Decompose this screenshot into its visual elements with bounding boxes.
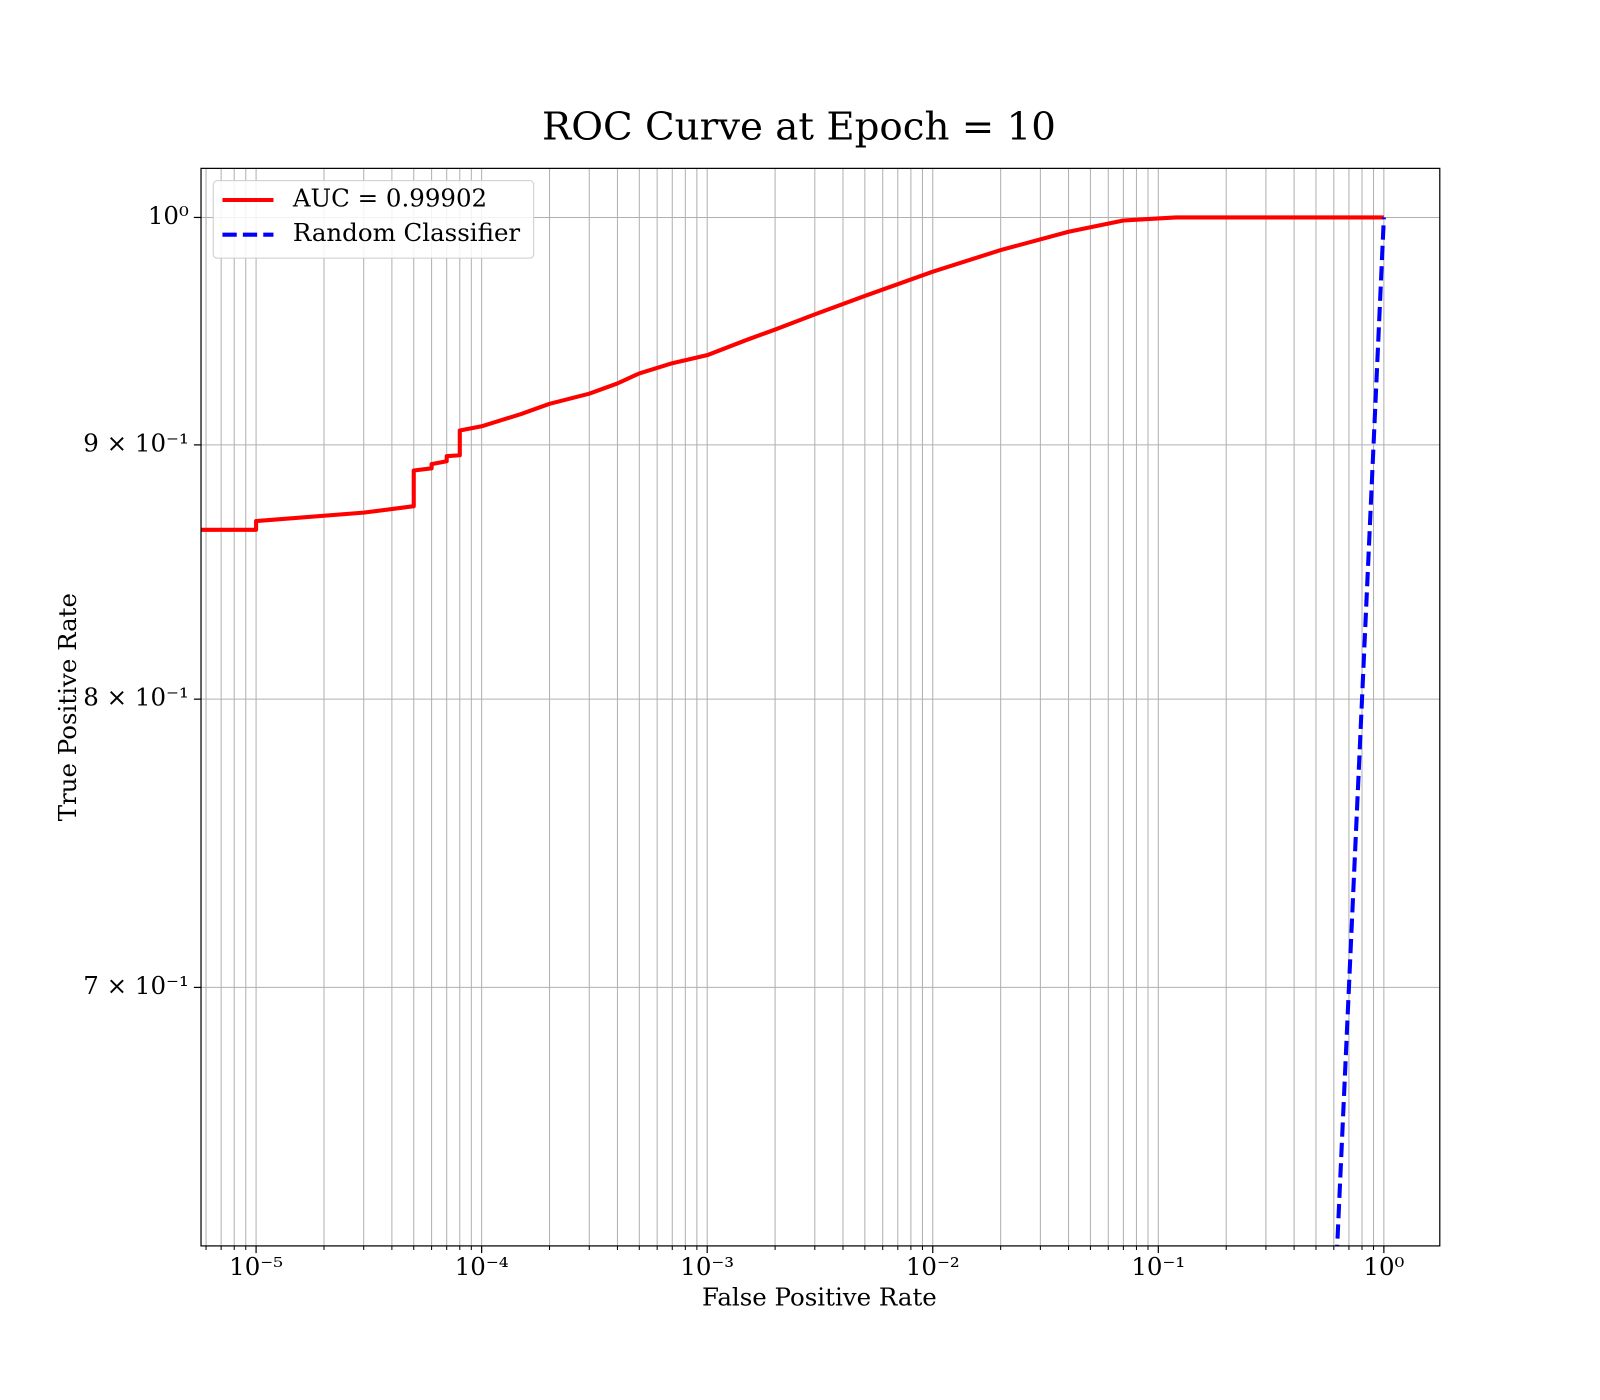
plot-lines (201, 215, 1386, 1246)
y-tick-label: 9 × 10⁻¹ (83, 428, 189, 457)
x-tick-label: 10⁻⁴ (455, 1252, 509, 1281)
series-line (201, 215, 1384, 532)
legend-box (212, 180, 535, 259)
legend-label: Random Classifier (293, 218, 521, 247)
x-tick-label: 10⁰ (1363, 1252, 1404, 1281)
legend-label: AUC = 0.99902 (292, 184, 487, 213)
y-tick-label: 10⁰ (148, 201, 189, 230)
x-tick-label: 10⁻⁵ (229, 1252, 283, 1281)
grid (201, 168, 1440, 1246)
series-line (1335, 217, 1386, 1246)
ticks: 10⁻⁵ 10⁻⁴ 10⁻³ 10⁻² 10⁻¹ 10⁰ 10⁰ 9 × 10⁻¹ 8 × 10… (83, 201, 1404, 1281)
x-tick-label: 10⁻¹ (1131, 1252, 1185, 1281)
legend: AUC = 0.99902 Random Classifier (212, 180, 535, 259)
y-tick-label: 8 × 10⁻¹ (83, 683, 189, 712)
plot-frame (200, 167, 1441, 1247)
x-tick-label: 10⁻³ (680, 1252, 734, 1281)
chart-title: ROC Curve at Epoch = 10 (542, 105, 1056, 150)
y-axis-label: True Positive Rate (53, 593, 82, 821)
y-tick-label: 7 × 10⁻¹ (83, 971, 189, 1000)
x-axis-label: False Positive Rate (702, 1282, 937, 1311)
x-tick-label: 10⁻² (906, 1252, 960, 1281)
